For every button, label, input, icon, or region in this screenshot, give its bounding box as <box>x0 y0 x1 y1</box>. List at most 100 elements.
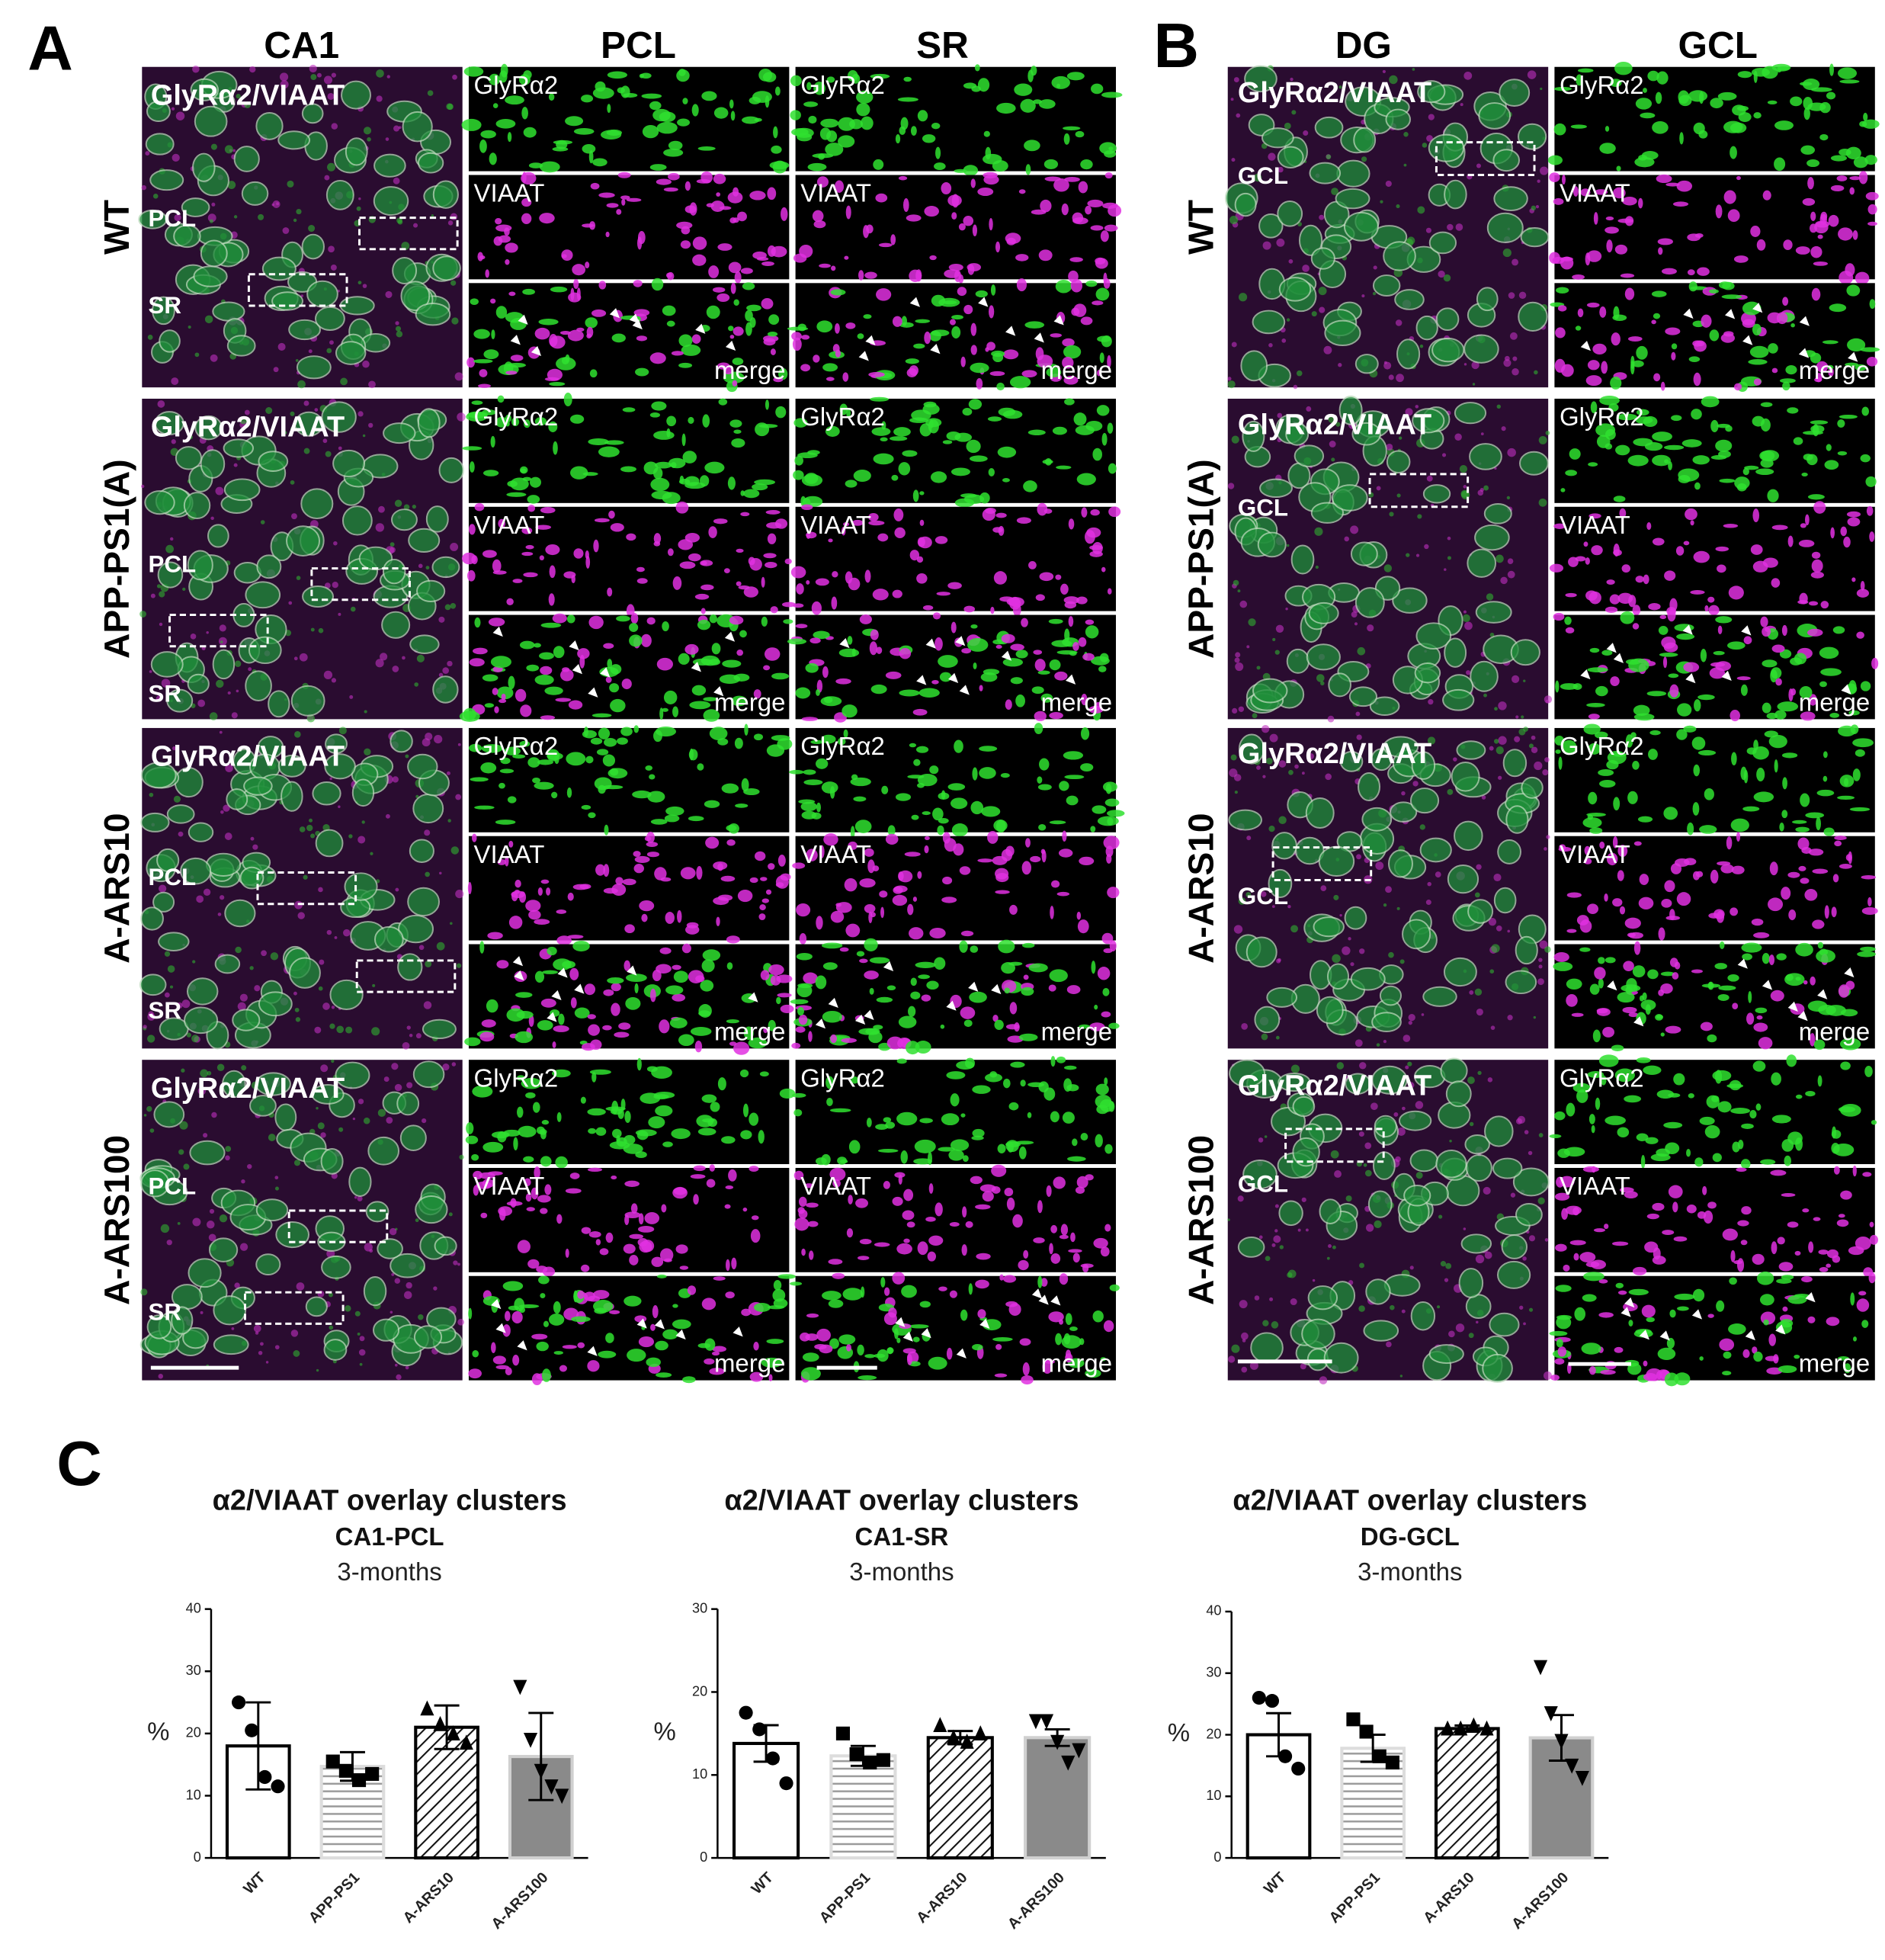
puncta <box>541 1120 550 1125</box>
speckle <box>1231 342 1237 348</box>
puncta <box>1660 1032 1665 1037</box>
speckle <box>362 360 370 368</box>
puncta <box>709 1368 725 1375</box>
puncta <box>682 98 688 104</box>
puncta <box>518 1304 540 1308</box>
arrowhead <box>733 1326 743 1337</box>
puncta <box>822 962 838 970</box>
cell <box>345 137 368 166</box>
puncta <box>1655 91 1662 104</box>
data-point <box>863 1755 877 1770</box>
speckle <box>455 794 462 800</box>
puncta <box>1557 305 1567 312</box>
puncta <box>646 842 659 847</box>
puncta <box>974 64 980 72</box>
speckle <box>1274 1229 1278 1233</box>
data-point <box>933 1717 947 1733</box>
cell <box>139 974 167 996</box>
cell <box>145 133 175 156</box>
puncta <box>793 603 804 608</box>
puncta <box>838 1334 856 1345</box>
cell <box>182 1326 209 1349</box>
puncta <box>1732 1002 1739 1009</box>
puncta <box>1091 961 1096 974</box>
speckle <box>143 1114 147 1117</box>
speckle <box>1314 527 1323 536</box>
cell <box>417 152 444 174</box>
cell <box>193 265 228 287</box>
puncta <box>1844 778 1849 787</box>
puncta <box>537 759 553 765</box>
cell <box>258 991 293 1017</box>
cell <box>224 899 256 928</box>
puncta <box>845 571 853 584</box>
puncta <box>461 552 476 565</box>
puncta <box>656 1274 667 1278</box>
channel-label: VIAAT <box>474 511 545 539</box>
puncta <box>1812 919 1825 929</box>
data-point <box>765 1751 780 1766</box>
arrowhead <box>491 1298 502 1310</box>
puncta <box>1768 897 1784 912</box>
puncta <box>1714 963 1728 970</box>
puncta <box>677 909 682 923</box>
speckle <box>1444 1278 1449 1282</box>
puncta <box>928 1356 947 1370</box>
arrowhead <box>815 1018 826 1029</box>
puncta <box>1800 793 1810 807</box>
puncta <box>713 518 728 524</box>
puncta <box>572 264 586 276</box>
puncta <box>903 1189 914 1201</box>
puncta <box>959 866 971 875</box>
puncta <box>1743 636 1752 645</box>
speckle <box>1510 1192 1516 1198</box>
speckle <box>175 111 185 120</box>
puncta <box>1664 570 1676 581</box>
speckle <box>166 1240 172 1246</box>
puncta <box>1553 952 1569 962</box>
puncta <box>1782 1306 1788 1312</box>
puncta <box>653 1092 675 1099</box>
puncta <box>1104 1144 1113 1154</box>
puncta <box>540 1208 548 1214</box>
data-point <box>973 1725 988 1740</box>
speckle <box>309 64 317 73</box>
puncta <box>676 69 690 82</box>
puncta <box>663 187 678 192</box>
puncta <box>517 1240 531 1253</box>
cell <box>1460 1233 1492 1254</box>
cell <box>1374 1115 1397 1138</box>
puncta <box>559 330 571 335</box>
puncta <box>615 877 624 885</box>
puncta <box>768 964 784 976</box>
puncta <box>1615 444 1630 456</box>
puncta <box>695 975 705 983</box>
puncta <box>1759 1294 1774 1306</box>
puncta <box>1774 759 1778 773</box>
puncta <box>1694 699 1701 712</box>
puncta <box>1860 347 1880 352</box>
cell <box>192 152 216 182</box>
puncta <box>662 1329 678 1340</box>
speckle <box>329 340 334 345</box>
puncta <box>729 99 734 109</box>
puncta <box>729 335 735 339</box>
puncta <box>958 223 966 231</box>
puncta <box>1868 1272 1876 1284</box>
puncta <box>499 70 508 83</box>
puncta <box>1829 303 1847 313</box>
speckle <box>1296 370 1303 377</box>
speckle <box>1527 70 1537 79</box>
speckle <box>1407 1061 1412 1067</box>
puncta <box>1080 1263 1094 1269</box>
row-label: A-ARS100 <box>1181 1135 1221 1305</box>
cell <box>146 1314 172 1339</box>
speckle <box>338 446 342 451</box>
cell <box>1515 935 1538 965</box>
puncta <box>704 1338 716 1351</box>
puncta <box>924 836 930 840</box>
puncta <box>697 619 711 630</box>
puncta <box>505 95 524 105</box>
puncta <box>1851 577 1856 582</box>
puncta <box>1027 69 1034 82</box>
